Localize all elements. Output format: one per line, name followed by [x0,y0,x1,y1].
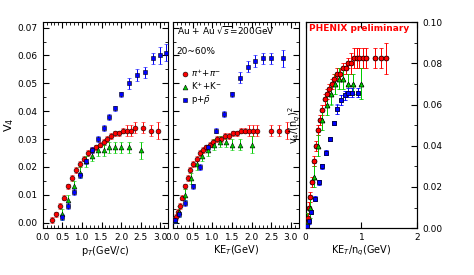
Y-axis label: v$_{4}$/(n$_{q}$)$^{2}$: v$_{4}$/(n$_{q}$)$^{2}$ [287,106,303,144]
Y-axis label: V$_{4}$: V$_{4}$ [2,118,16,132]
Text: Au + Au $\sqrt{s}$=200GeV: Au + Au $\sqrt{s}$=200GeV [177,24,274,36]
Text: PHENIX preliminary: PHENIX preliminary [309,24,410,33]
Text: 20~60%: 20~60% [177,47,216,56]
X-axis label: KE$_{T}$/n$_{q}$(GeV): KE$_{T}$/n$_{q}$(GeV) [331,243,392,258]
X-axis label: p$_{T}$(GeV/c): p$_{T}$(GeV/c) [81,243,130,257]
X-axis label: KE$_{T}$(GeV): KE$_{T}$(GeV) [213,243,259,257]
Legend: $\pi^{+}$+$\pi^{-}$, K$^{+}$+K$^{-}$, p+$\bar{p}$: $\pi^{+}$+$\pi^{-}$, K$^{+}$+K$^{-}$, p+… [179,64,225,111]
